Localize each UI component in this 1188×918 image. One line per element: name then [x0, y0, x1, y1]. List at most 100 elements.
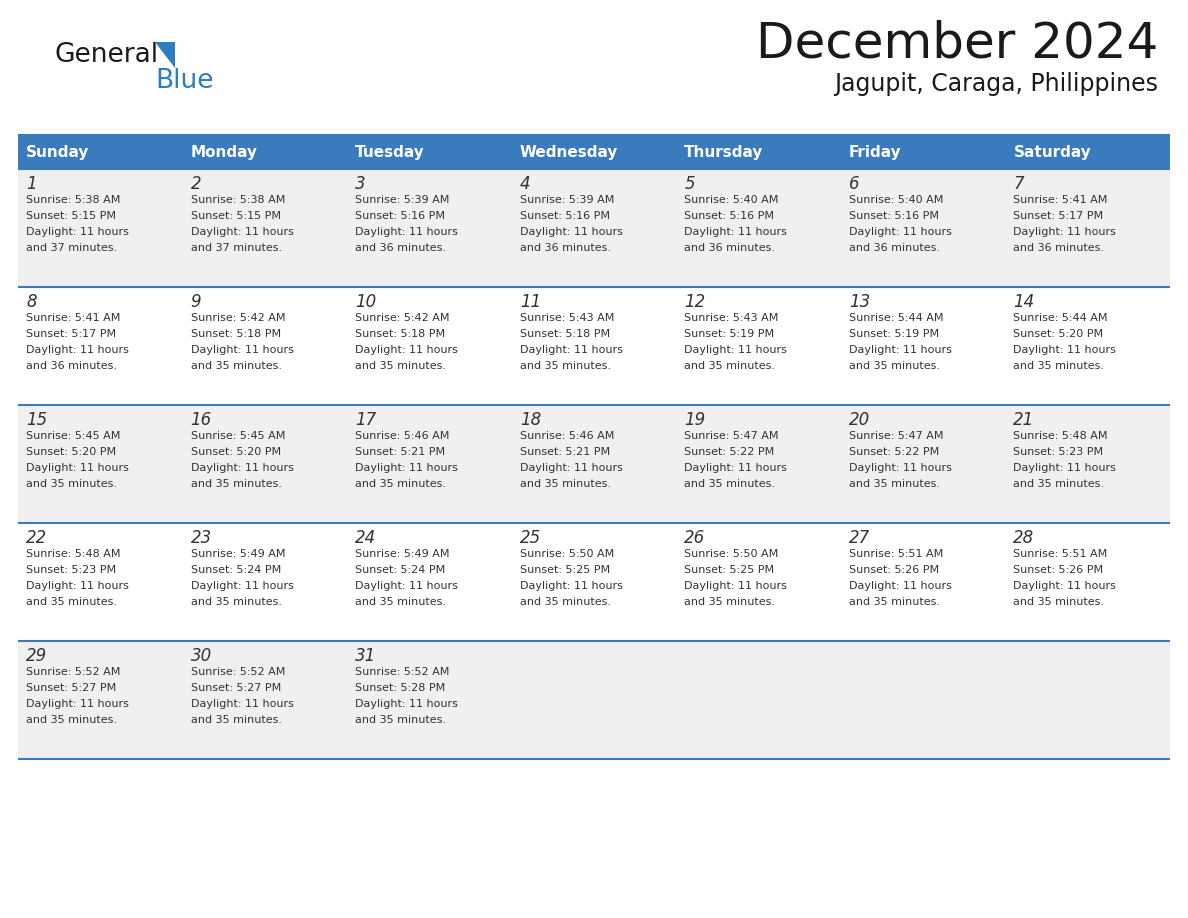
Text: and 35 minutes.: and 35 minutes. [519, 361, 611, 371]
Text: Sunset: 5:15 PM: Sunset: 5:15 PM [26, 211, 116, 221]
Text: Sunset: 5:24 PM: Sunset: 5:24 PM [355, 565, 446, 575]
Text: 22: 22 [26, 529, 48, 547]
Text: 18: 18 [519, 411, 541, 429]
Text: Sunrise: 5:43 AM: Sunrise: 5:43 AM [519, 313, 614, 323]
Text: Friday: Friday [849, 144, 902, 160]
Text: Daylight: 11 hours: Daylight: 11 hours [355, 345, 459, 355]
Polygon shape [154, 42, 175, 68]
Text: Saturday: Saturday [1013, 144, 1092, 160]
Text: Sunrise: 5:38 AM: Sunrise: 5:38 AM [26, 195, 120, 205]
Text: Sunset: 5:17 PM: Sunset: 5:17 PM [26, 329, 116, 339]
Text: 26: 26 [684, 529, 706, 547]
Text: Daylight: 11 hours: Daylight: 11 hours [849, 345, 952, 355]
Text: Daylight: 11 hours: Daylight: 11 hours [355, 581, 459, 591]
Text: and 35 minutes.: and 35 minutes. [355, 479, 447, 489]
Text: Sunset: 5:22 PM: Sunset: 5:22 PM [849, 447, 939, 457]
Text: Sunset: 5:26 PM: Sunset: 5:26 PM [1013, 565, 1104, 575]
Text: Wednesday: Wednesday [519, 144, 618, 160]
Text: 2: 2 [190, 175, 201, 193]
Bar [347, 135, 512, 169]
Text: Sunrise: 5:45 AM: Sunrise: 5:45 AM [190, 431, 285, 441]
Text: 16: 16 [190, 411, 211, 429]
Text: Daylight: 11 hours: Daylight: 11 hours [849, 581, 952, 591]
Bar [512, 135, 676, 169]
Bar [183, 135, 347, 169]
Text: 13: 13 [849, 293, 870, 311]
Text: Sunrise: 5:46 AM: Sunrise: 5:46 AM [519, 431, 614, 441]
Text: Sunset: 5:16 PM: Sunset: 5:16 PM [849, 211, 939, 221]
Text: Sunrise: 5:52 AM: Sunrise: 5:52 AM [190, 667, 285, 677]
Text: Jagupit, Caraga, Philippines: Jagupit, Caraga, Philippines [834, 72, 1158, 96]
Text: 14: 14 [1013, 293, 1035, 311]
Text: and 35 minutes.: and 35 minutes. [190, 715, 282, 725]
Text: 24: 24 [355, 529, 377, 547]
Text: Sunset: 5:21 PM: Sunset: 5:21 PM [355, 447, 446, 457]
Text: Thursday: Thursday [684, 144, 764, 160]
Text: 4: 4 [519, 175, 530, 193]
Text: Sunrise: 5:52 AM: Sunrise: 5:52 AM [26, 667, 120, 677]
Text: Daylight: 11 hours: Daylight: 11 hours [1013, 463, 1117, 473]
Text: Sunset: 5:25 PM: Sunset: 5:25 PM [684, 565, 775, 575]
Text: and 36 minutes.: and 36 minutes. [684, 243, 776, 253]
Text: Sunset: 5:18 PM: Sunset: 5:18 PM [519, 329, 609, 339]
Text: Sunrise: 5:38 AM: Sunrise: 5:38 AM [190, 195, 285, 205]
Bar [1005, 135, 1170, 169]
Text: and 35 minutes.: and 35 minutes. [849, 361, 940, 371]
Text: 6: 6 [849, 175, 859, 193]
Bar [841, 135, 1005, 169]
Text: Sunrise: 5:45 AM: Sunrise: 5:45 AM [26, 431, 120, 441]
Text: Sunset: 5:23 PM: Sunset: 5:23 PM [26, 565, 116, 575]
Text: Sunset: 5:21 PM: Sunset: 5:21 PM [519, 447, 609, 457]
Text: Daylight: 11 hours: Daylight: 11 hours [26, 227, 128, 237]
Text: General: General [55, 42, 159, 68]
Text: Daylight: 11 hours: Daylight: 11 hours [684, 581, 788, 591]
Text: 5: 5 [684, 175, 695, 193]
Text: and 35 minutes.: and 35 minutes. [190, 361, 282, 371]
Text: and 35 minutes.: and 35 minutes. [684, 361, 776, 371]
Text: Sunset: 5:25 PM: Sunset: 5:25 PM [519, 565, 609, 575]
Text: and 36 minutes.: and 36 minutes. [355, 243, 447, 253]
Text: Daylight: 11 hours: Daylight: 11 hours [684, 463, 788, 473]
Text: Sunrise: 5:51 AM: Sunrise: 5:51 AM [849, 549, 943, 559]
Bar [18, 641, 1170, 759]
Text: Daylight: 11 hours: Daylight: 11 hours [1013, 345, 1117, 355]
Text: Daylight: 11 hours: Daylight: 11 hours [190, 227, 293, 237]
Text: Monday: Monday [190, 144, 258, 160]
Text: Sunrise: 5:40 AM: Sunrise: 5:40 AM [684, 195, 778, 205]
Text: Daylight: 11 hours: Daylight: 11 hours [519, 345, 623, 355]
Text: 23: 23 [190, 529, 211, 547]
Text: Sunrise: 5:42 AM: Sunrise: 5:42 AM [355, 313, 449, 323]
Text: Daylight: 11 hours: Daylight: 11 hours [849, 227, 952, 237]
Text: Daylight: 11 hours: Daylight: 11 hours [355, 699, 459, 709]
Text: and 37 minutes.: and 37 minutes. [26, 243, 118, 253]
Text: 28: 28 [1013, 529, 1035, 547]
Text: Sunset: 5:16 PM: Sunset: 5:16 PM [519, 211, 609, 221]
Text: and 36 minutes.: and 36 minutes. [26, 361, 116, 371]
Text: Sunrise: 5:46 AM: Sunrise: 5:46 AM [355, 431, 449, 441]
Bar [18, 135, 183, 169]
Text: Daylight: 11 hours: Daylight: 11 hours [26, 345, 128, 355]
Text: Sunrise: 5:51 AM: Sunrise: 5:51 AM [1013, 549, 1107, 559]
Text: 1: 1 [26, 175, 37, 193]
Text: 7: 7 [1013, 175, 1024, 193]
Text: Sunset: 5:28 PM: Sunset: 5:28 PM [355, 683, 446, 693]
Text: Sunset: 5:18 PM: Sunset: 5:18 PM [190, 329, 280, 339]
Text: Sunrise: 5:42 AM: Sunrise: 5:42 AM [190, 313, 285, 323]
Text: Sunrise: 5:49 AM: Sunrise: 5:49 AM [355, 549, 449, 559]
Text: Sunset: 5:20 PM: Sunset: 5:20 PM [26, 447, 116, 457]
Text: Sunset: 5:27 PM: Sunset: 5:27 PM [190, 683, 280, 693]
Text: Sunrise: 5:50 AM: Sunrise: 5:50 AM [519, 549, 614, 559]
Text: and 37 minutes.: and 37 minutes. [190, 243, 282, 253]
Text: 19: 19 [684, 411, 706, 429]
Text: Daylight: 11 hours: Daylight: 11 hours [519, 227, 623, 237]
Text: 30: 30 [190, 647, 211, 665]
Text: 9: 9 [190, 293, 201, 311]
Text: Sunrise: 5:50 AM: Sunrise: 5:50 AM [684, 549, 778, 559]
Text: and 35 minutes.: and 35 minutes. [849, 597, 940, 607]
Text: Sunrise: 5:49 AM: Sunrise: 5:49 AM [190, 549, 285, 559]
Text: 21: 21 [1013, 411, 1035, 429]
Text: Sunrise: 5:41 AM: Sunrise: 5:41 AM [26, 313, 120, 323]
Text: Sunset: 5:16 PM: Sunset: 5:16 PM [355, 211, 446, 221]
Text: Sunset: 5:22 PM: Sunset: 5:22 PM [684, 447, 775, 457]
Text: and 35 minutes.: and 35 minutes. [190, 597, 282, 607]
